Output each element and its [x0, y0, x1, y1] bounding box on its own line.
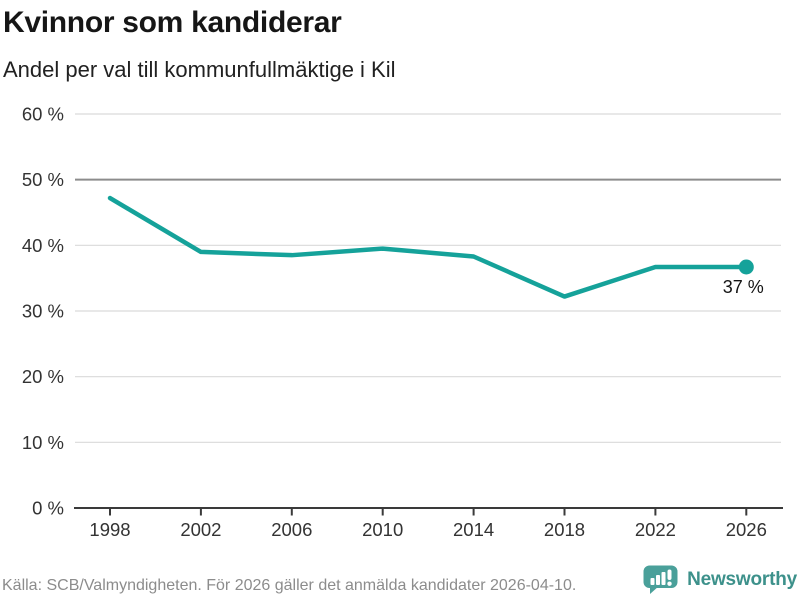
x-axis-tick-label: 2010	[362, 519, 403, 540]
chart-title: Kvinnor som kandiderar	[3, 6, 342, 39]
x-axis-tick-label: 2006	[271, 519, 312, 540]
x-axis-tick-label: 2014	[453, 519, 494, 540]
y-axis-tick-label: 60 %	[22, 104, 64, 125]
y-axis-tick-label: 30 %	[22, 301, 64, 322]
x-axis-tick-label: 2026	[726, 519, 767, 540]
x-axis-tick-label: 2022	[635, 519, 676, 540]
newsworthy-speech-bubble-chart-icon	[643, 565, 678, 594]
x-axis-tick-label: 2018	[544, 519, 585, 540]
newsworthy-wordmark: Newsworthy	[687, 569, 797, 590]
end-point-label: 37 %	[723, 277, 764, 297]
x-axis-tick-label: 2002	[180, 519, 221, 540]
x-axis-tick-label: 1998	[89, 519, 130, 540]
y-axis-tick-label: 0 %	[32, 498, 64, 519]
y-axis-tick-label: 10 %	[22, 432, 64, 453]
y-axis-tick-label: 50 %	[22, 169, 64, 190]
end-point-marker	[738, 259, 754, 275]
y-axis-tick-label: 20 %	[22, 366, 64, 387]
source-note: Källa: SCB/Valmyndigheten. För 2026 gäll…	[2, 577, 577, 594]
line-chart: 0 % 10 % 20 % 30 % 40 % 50 % 60 % 1998 2002 2006 2…	[22, 104, 783, 540]
chart-subtitle: Andel per val till kommunfullmäktige i K…	[3, 57, 396, 82]
data-line	[107, 195, 749, 299]
y-axis-tick-label: 40 %	[22, 235, 64, 256]
newsworthy-logo: Newsworthy	[643, 563, 797, 597]
